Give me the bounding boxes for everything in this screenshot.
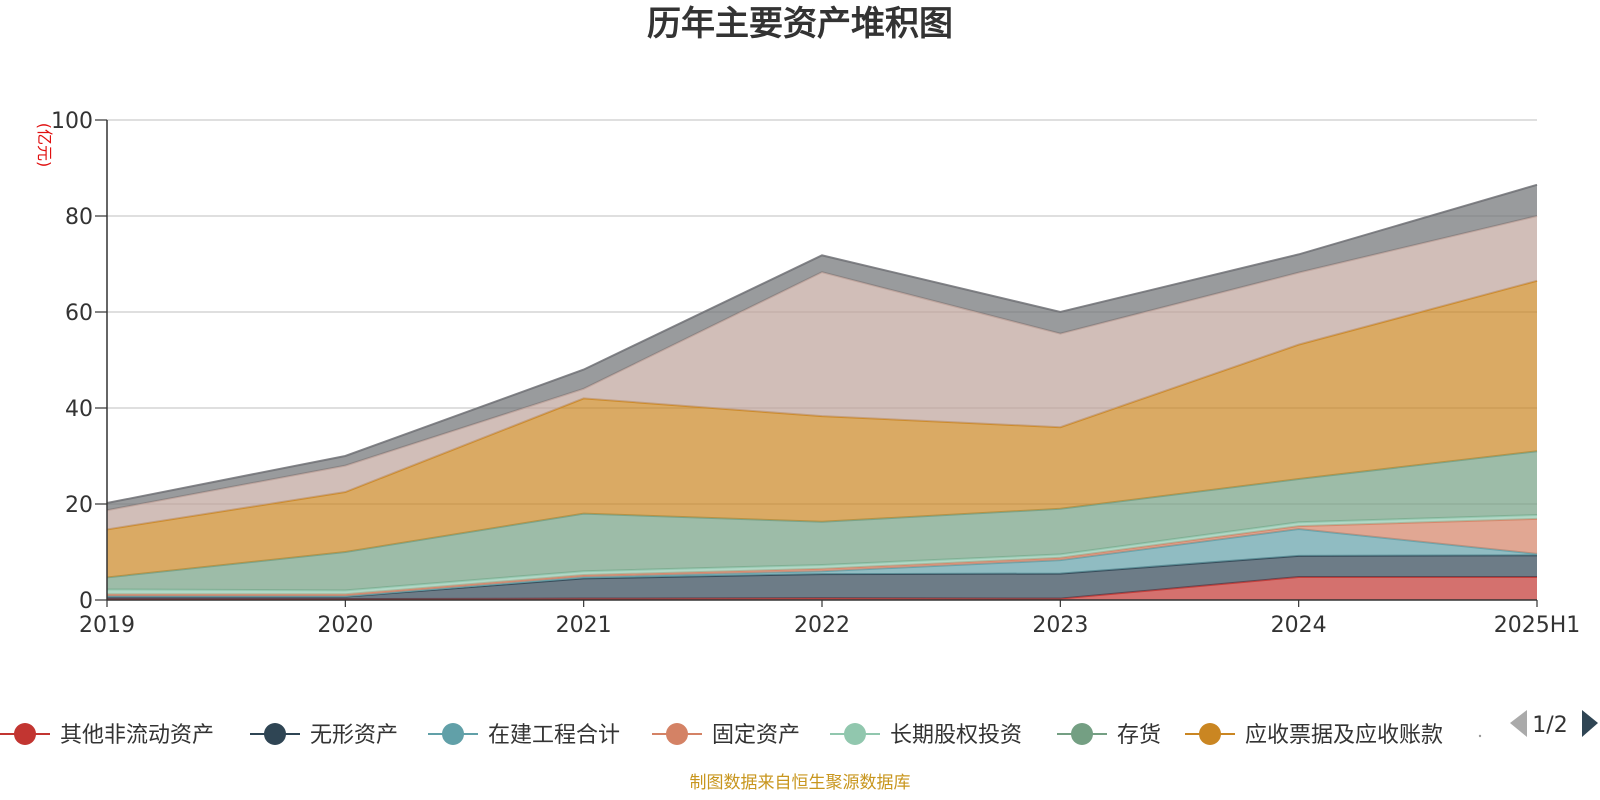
y-tick-label: 40 xyxy=(65,397,93,422)
area-series-8 xyxy=(107,184,1537,511)
legend-next-icon[interactable] xyxy=(1582,710,1598,737)
legend-pager: 1/2 xyxy=(1510,710,1598,738)
area-series-7 xyxy=(107,216,1537,530)
legend-label: 存货 xyxy=(1117,723,1161,748)
legend-item-1[interactable]: 无形资产 xyxy=(250,723,398,748)
legend-prev-icon[interactable] xyxy=(1510,710,1527,737)
legend-label: 在建工程合计 xyxy=(488,723,620,748)
x-tick-label: 2025H1 xyxy=(1494,613,1581,638)
source-note: 制图数据来自恒生聚源数据库 xyxy=(690,773,911,793)
area-series-5 xyxy=(107,451,1537,591)
y-tick-label: 80 xyxy=(65,205,93,230)
legend-item-2[interactable]: 在建工程合计 xyxy=(428,723,620,748)
legend-item-6[interactable]: 应收票据及应收账款 xyxy=(1185,723,1443,748)
legend-marker xyxy=(844,723,866,745)
series-line-8 xyxy=(106,183,1538,505)
axes: 0 20 40 60 80 100 2019 2020 2021 2022 2023 2024 2025… xyxy=(51,109,1580,638)
area-series xyxy=(106,183,1538,601)
legend-item-4[interactable]: 长期股权投资 xyxy=(830,723,1022,748)
legend-overflow-dot xyxy=(1478,734,1482,738)
legend-label: 长期股权投资 xyxy=(890,723,1022,748)
x-tick-label: 2019 xyxy=(79,613,135,638)
legend-marker xyxy=(442,723,464,745)
legend-marker xyxy=(264,723,286,745)
x-tick-label: 2022 xyxy=(794,613,850,638)
y-tick-label: 20 xyxy=(65,493,93,518)
y-tick-label: 100 xyxy=(51,109,93,134)
legend-marker xyxy=(1199,723,1221,745)
y-axis-unit: (亿元) xyxy=(35,123,54,168)
legend-item-0[interactable]: 其他非流动资产 xyxy=(0,723,214,748)
y-tick-label: 60 xyxy=(65,301,93,326)
legend-label: 固定资产 xyxy=(712,723,800,748)
legend-item-3[interactable]: 固定资产 xyxy=(652,723,800,748)
legend: 其他非流动资产 无形资产 在建工程合计 固定资产 长期股权投资 存货 应收票据及应收账款 xyxy=(0,723,1482,748)
x-tick-label: 2020 xyxy=(317,613,373,638)
legend-label: 无形资产 xyxy=(310,723,398,748)
x-tick-label: 2024 xyxy=(1271,613,1327,638)
chart-title: 历年主要资产堆积图 xyxy=(647,4,953,44)
area-series-3 xyxy=(107,518,1537,597)
legend-label: 其他非流动资产 xyxy=(60,723,214,748)
area-series-6 xyxy=(107,280,1537,578)
legend-marker xyxy=(14,723,36,745)
area-series-0 xyxy=(107,576,1537,600)
legend-marker xyxy=(1071,723,1093,745)
legend-page-indicator: 1/2 xyxy=(1532,713,1567,738)
area-series-2 xyxy=(107,528,1537,597)
legend-label: 应收票据及应收账款 xyxy=(1245,723,1443,748)
area-series-4 xyxy=(107,515,1537,595)
y-tick-label: 0 xyxy=(79,589,93,614)
legend-marker xyxy=(666,723,688,745)
legend-item-5[interactable]: 存货 xyxy=(1057,723,1161,748)
x-tick-label: 2021 xyxy=(556,613,612,638)
x-tick-label: 2023 xyxy=(1032,613,1088,638)
